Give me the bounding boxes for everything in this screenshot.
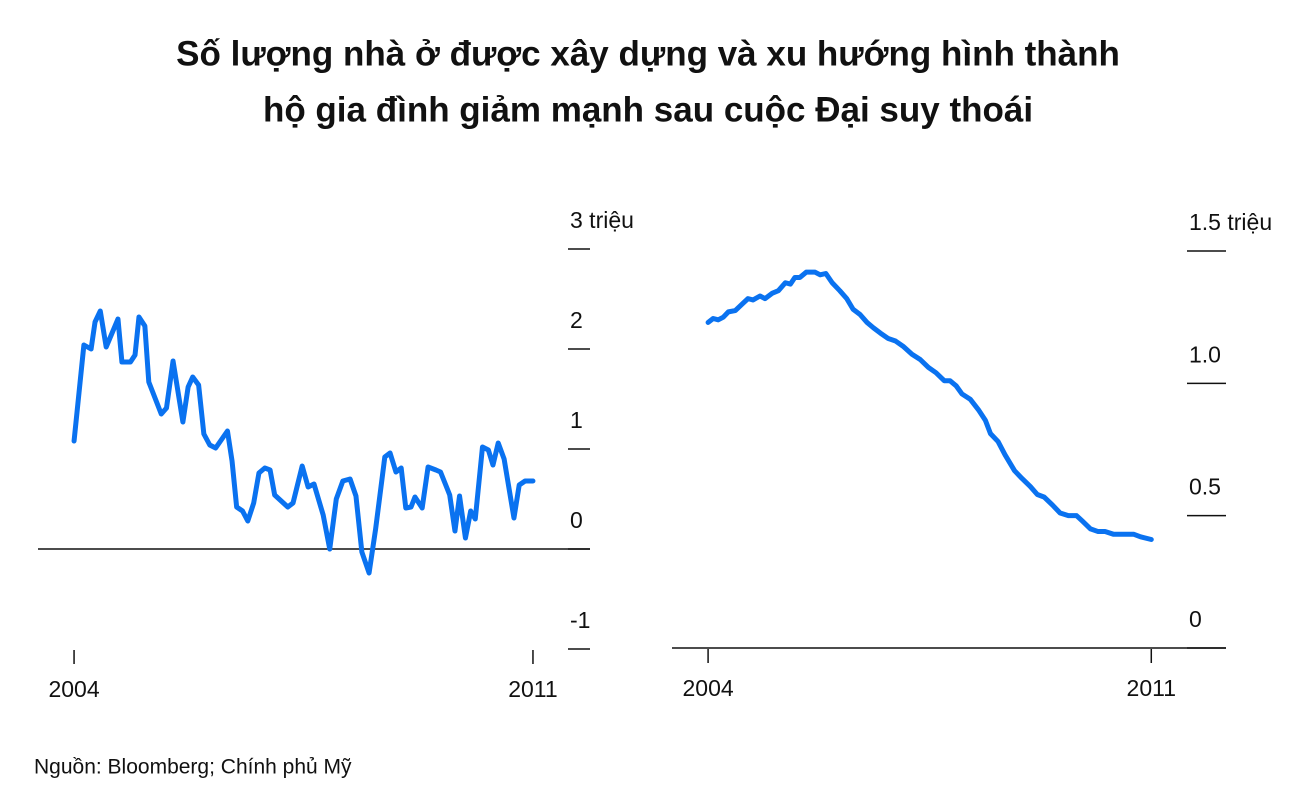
x-tick-label: 2011: [1127, 675, 1176, 701]
y-tick-label: 0: [1189, 606, 1202, 632]
x-tick-label: 2004: [48, 676, 99, 702]
y-tick-label: 2: [570, 307, 583, 333]
y-tick-label: -1: [570, 607, 590, 633]
chart-title: Số lượng nhà ở được xây dựng và xu hướng…: [176, 34, 1120, 73]
x-tick-label: 2004: [683, 675, 734, 701]
y-tick-label: 0: [570, 507, 583, 533]
line: [71, 308, 536, 576]
y-tick-label: 0.5: [1189, 474, 1221, 500]
source: Nguồn: Bloomberg; Chính phủ Mỹ: [34, 756, 352, 779]
y-tick-label: 3 triệu: [570, 207, 634, 233]
y-tick-label: 1.0: [1189, 341, 1221, 367]
y-tick-label: 1.5 triệu: [1189, 209, 1272, 235]
chart-title: hộ gia đình giảm mạnh sau cuộc Đại suy t…: [263, 90, 1033, 129]
x-tick-label: 2011: [508, 676, 557, 702]
line: [705, 269, 1154, 542]
y-tick-label: 1: [570, 407, 583, 433]
